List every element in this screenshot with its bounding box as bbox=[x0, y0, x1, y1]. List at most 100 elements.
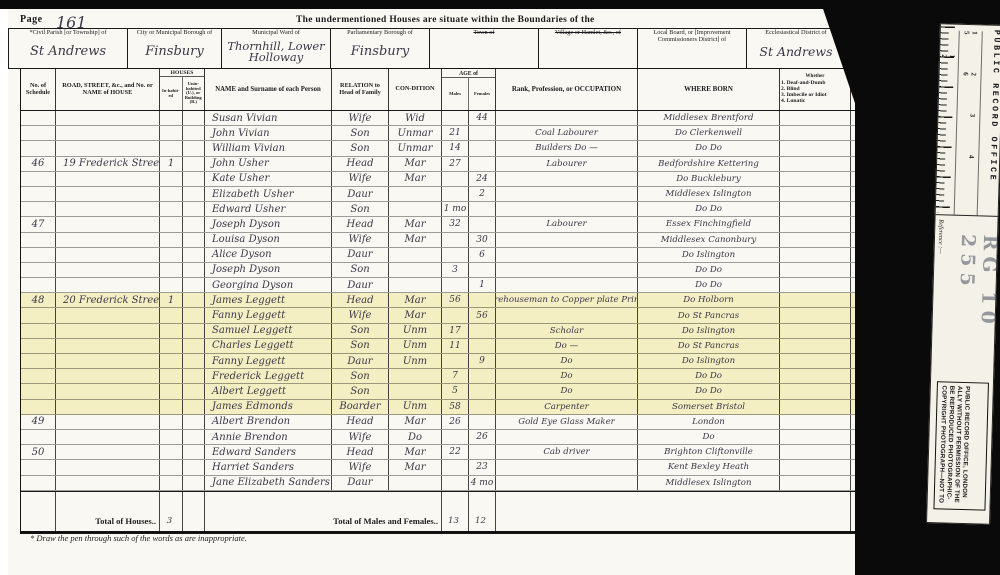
cell-infirmity bbox=[780, 384, 851, 399]
cell-street bbox=[56, 126, 160, 141]
cell-relation: Son bbox=[332, 369, 389, 384]
col-inhabited: In-habit-ed bbox=[160, 77, 183, 110]
cell-age-female: 26 bbox=[469, 429, 496, 445]
cell-condition: Do bbox=[389, 429, 442, 445]
cell-relation: Head bbox=[332, 156, 389, 171]
cell-age-female bbox=[469, 293, 496, 308]
cell-where-born: Bedfordshire Kettering bbox=[638, 156, 780, 171]
cell-uninhabited bbox=[183, 247, 205, 262]
cell-schedule: 50 bbox=[21, 445, 56, 460]
table-row: James Edmonds Boarder Unm 58 Carpenter S… bbox=[21, 399, 856, 415]
cell-schedule: 48 bbox=[21, 293, 56, 308]
cell-condition: Mar bbox=[389, 414, 442, 429]
cell-where-born: Do Bucklebury bbox=[638, 171, 780, 186]
cell-condition: Mar bbox=[389, 217, 442, 232]
cell-name: Annie Brendon bbox=[205, 429, 332, 445]
cell-condition bbox=[389, 202, 442, 217]
cell-street bbox=[56, 429, 160, 445]
col-houses-label: HOUSES bbox=[170, 70, 194, 76]
cell-inhabited bbox=[160, 202, 183, 217]
cell-age-female: 24 bbox=[469, 171, 496, 186]
cell-relation: Wife bbox=[332, 429, 389, 445]
cell-occupation: Do — bbox=[496, 338, 638, 353]
cell-schedule bbox=[21, 384, 56, 399]
page-number: 161 bbox=[56, 13, 87, 32]
cell-occupation bbox=[496, 278, 638, 293]
cell-where-born: Somerset Bristol bbox=[638, 399, 780, 414]
cell-street bbox=[56, 323, 160, 338]
cell-inhabited bbox=[160, 338, 183, 353]
cell-infirmity bbox=[780, 202, 851, 217]
table-row: 49 Albert Brendon Head Mar 26 Gold Eye G… bbox=[21, 414, 856, 430]
copyright-notice: COPYRIGHT PHOTOGRAPH—NOT TO BE REPRODUCE… bbox=[933, 381, 989, 511]
cell-schedule bbox=[21, 278, 56, 293]
cell-inhabited: 1 bbox=[160, 293, 183, 308]
table-row: Fanny Leggett Daur Unm 9 Do Do Islington bbox=[21, 354, 856, 370]
cell-occupation bbox=[496, 429, 638, 445]
cell-age-male: 14 bbox=[442, 141, 469, 156]
cell-where-born: Middlesex Islington bbox=[638, 475, 780, 490]
field-value bbox=[430, 37, 538, 68]
cell-where-born: Essex Finchingfield bbox=[638, 217, 780, 232]
col-age-label: AGE of bbox=[459, 71, 478, 77]
cell-age-female: 30 bbox=[469, 232, 496, 247]
cell-infirmity bbox=[780, 141, 851, 156]
cell-street bbox=[56, 399, 160, 414]
cell-age-male: 11 bbox=[442, 338, 469, 353]
cell-uninhabited bbox=[183, 414, 205, 429]
scan-corner-shadow bbox=[820, 0, 858, 112]
cell-schedule bbox=[21, 399, 56, 414]
cell-infirmity bbox=[780, 460, 851, 475]
cell-relation: Head bbox=[332, 217, 389, 232]
total-houses-label: Total of Houses.. bbox=[56, 491, 160, 531]
cell-relation: Boarder bbox=[332, 399, 389, 414]
cell-uninhabited bbox=[183, 186, 205, 202]
cell-street bbox=[56, 141, 160, 156]
cell-uninhabited bbox=[183, 338, 205, 353]
cell-age-female bbox=[469, 384, 496, 399]
cell-occupation bbox=[496, 247, 638, 262]
table-row: Albert Leggett Son 5 Do Do Do bbox=[21, 384, 856, 400]
table-row: John Vivian Son Unmar 21 Coal Labourer D… bbox=[21, 126, 856, 142]
cell-age-male: 26 bbox=[442, 414, 469, 429]
cell-street bbox=[56, 232, 160, 247]
reference-zone: Reference :— RG 10 255 bbox=[931, 215, 1000, 377]
cell-condition: Unm bbox=[389, 323, 442, 338]
field-label: Town of bbox=[473, 29, 495, 36]
table-row: Elizabeth Usher Daur 2 Middlesex Islingt… bbox=[21, 186, 856, 203]
field-label: Local Board, or [Improvement Commissione… bbox=[653, 29, 731, 43]
cell-uninhabited bbox=[183, 262, 205, 278]
cell-condition: Mar bbox=[389, 156, 442, 171]
cell-inhabited bbox=[160, 445, 183, 460]
cell-name: Kate Usher bbox=[205, 171, 332, 186]
col-condition: CON-DITION bbox=[389, 69, 442, 110]
cell-street bbox=[56, 186, 160, 202]
cell-age-male: 3 bbox=[442, 262, 469, 278]
col-infirmity-item: 4. Lunatic bbox=[781, 98, 806, 105]
cell-schedule bbox=[21, 338, 56, 353]
cell-inhabited bbox=[160, 399, 183, 414]
cell-condition: Wid bbox=[389, 111, 442, 126]
field-label: Municipal Ward of bbox=[252, 29, 300, 36]
cell-age-female bbox=[469, 141, 496, 156]
cell-name: James Edmonds bbox=[205, 399, 332, 414]
cell-schedule bbox=[21, 369, 56, 384]
cell-name: Georgina Dyson bbox=[205, 278, 332, 293]
cell-occupation bbox=[496, 232, 638, 247]
cell-age-male: 1 mo bbox=[442, 202, 469, 217]
col-infirmity-item: 3. Imbecile or Idiot bbox=[781, 92, 827, 99]
cell-relation: Son bbox=[332, 338, 389, 353]
cell-infirmity bbox=[780, 445, 851, 460]
cell-where-born: Middlesex Islington bbox=[638, 186, 780, 202]
cell-where-born: Do Do bbox=[638, 262, 780, 278]
table-row: Jane Elizabeth Sanders Daur 4 mo Middles… bbox=[21, 475, 856, 491]
cell-name: Charles Leggett bbox=[205, 338, 332, 353]
cell-relation: Wife bbox=[332, 460, 389, 475]
cell-age-male bbox=[442, 308, 469, 323]
cell-occupation: Scholar bbox=[496, 323, 638, 338]
cell-infirmity bbox=[780, 399, 851, 414]
cell-age-male bbox=[442, 111, 469, 126]
cell-occupation: Do bbox=[496, 369, 638, 384]
cell-uninhabited bbox=[183, 475, 205, 490]
archive-stamp: RG 10 255 bbox=[955, 233, 1000, 331]
